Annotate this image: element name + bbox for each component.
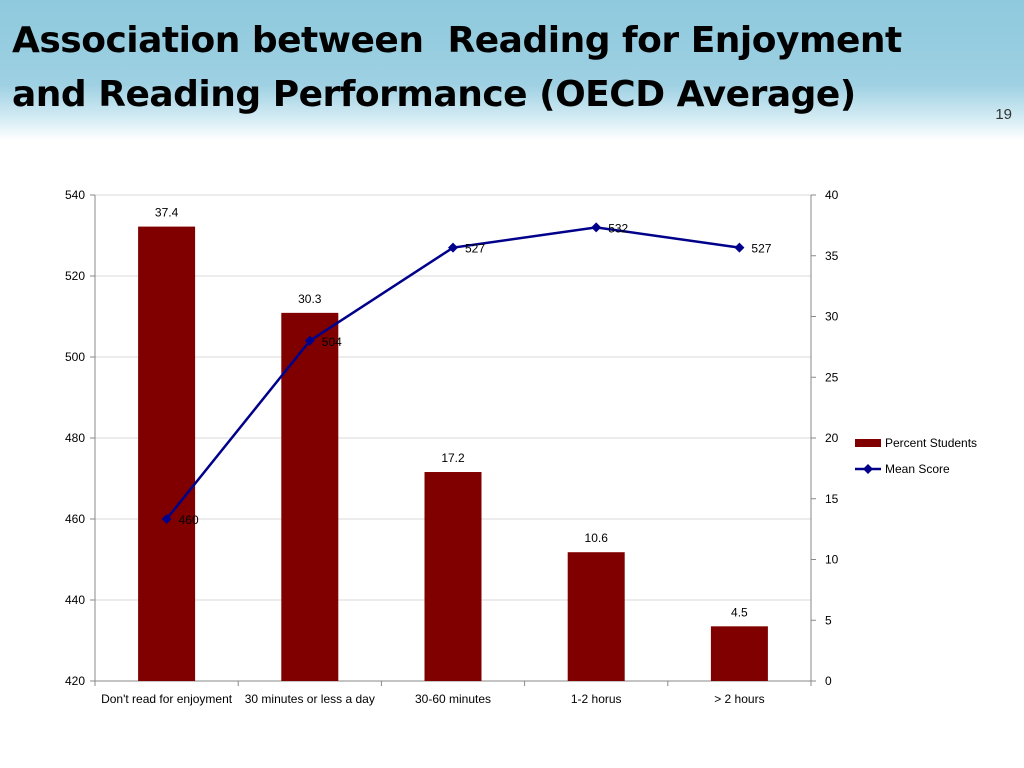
line-data-label: 504 (322, 335, 342, 349)
line-data-label: 527 (751, 242, 771, 256)
right-axis-tick-label: 5 (825, 613, 832, 627)
left-axis-tick-label: 500 (65, 350, 85, 364)
title-banner (0, 0, 1024, 140)
right-axis-tick-label: 10 (825, 553, 839, 567)
right-axis-tick-label: 15 (825, 492, 839, 506)
right-axis-tick-label: 30 (825, 310, 839, 324)
left-axis-tick-label: 480 (65, 431, 85, 445)
bar-data-label: 30.3 (298, 292, 322, 306)
line-data-label: 527 (465, 242, 485, 256)
legend-label: Percent Students (885, 436, 977, 450)
slide-number: 19 (995, 106, 1012, 123)
left-axis-tick-label: 540 (65, 188, 85, 202)
bar-data-label: 17.2 (441, 451, 465, 465)
bar-data-label: 10.6 (585, 531, 609, 545)
x-axis-tick-label: 30 minutes or less a day (245, 692, 375, 706)
line-data-label: 532 (608, 221, 628, 235)
bar (424, 472, 482, 681)
line-point (304, 335, 315, 346)
bar-data-label: 4.5 (731, 605, 748, 619)
line-data-label: 460 (179, 513, 199, 527)
bar (567, 552, 625, 681)
right-axis-tick-label: 20 (825, 431, 839, 445)
legend-swatch-percent-students (855, 439, 881, 447)
x-axis-tick-label: 1-2 horus (571, 692, 622, 706)
bar-data-label: 37.4 (155, 206, 179, 220)
bar (281, 312, 339, 681)
right-axis-tick-label: 40 (825, 188, 839, 202)
left-axis-tick-label: 420 (65, 674, 85, 688)
legend-label: Mean Score (885, 462, 950, 476)
left-axis-tick-label: 520 (65, 269, 85, 283)
right-axis-tick-label: 25 (825, 370, 839, 384)
x-axis-tick-label: > 2 hours (714, 692, 764, 706)
legend-marker (863, 464, 873, 474)
line-point (448, 242, 458, 253)
bar (710, 626, 768, 681)
line-point (161, 514, 172, 524)
x-axis-tick-label: 30-60 minutes (415, 692, 491, 706)
line-point (591, 222, 602, 233)
bar (138, 226, 196, 681)
slide-title: Association between Reading for Enjoymen… (12, 20, 914, 115)
x-axis-tick-label: Don't read for enjoyment (101, 692, 233, 706)
left-axis-tick-label: 440 (65, 593, 85, 607)
line-point (734, 242, 745, 253)
left-axis-tick-label: 460 (65, 512, 85, 526)
right-axis-tick-label: 0 (825, 674, 832, 688)
right-axis-tick-label: 35 (825, 249, 839, 263)
